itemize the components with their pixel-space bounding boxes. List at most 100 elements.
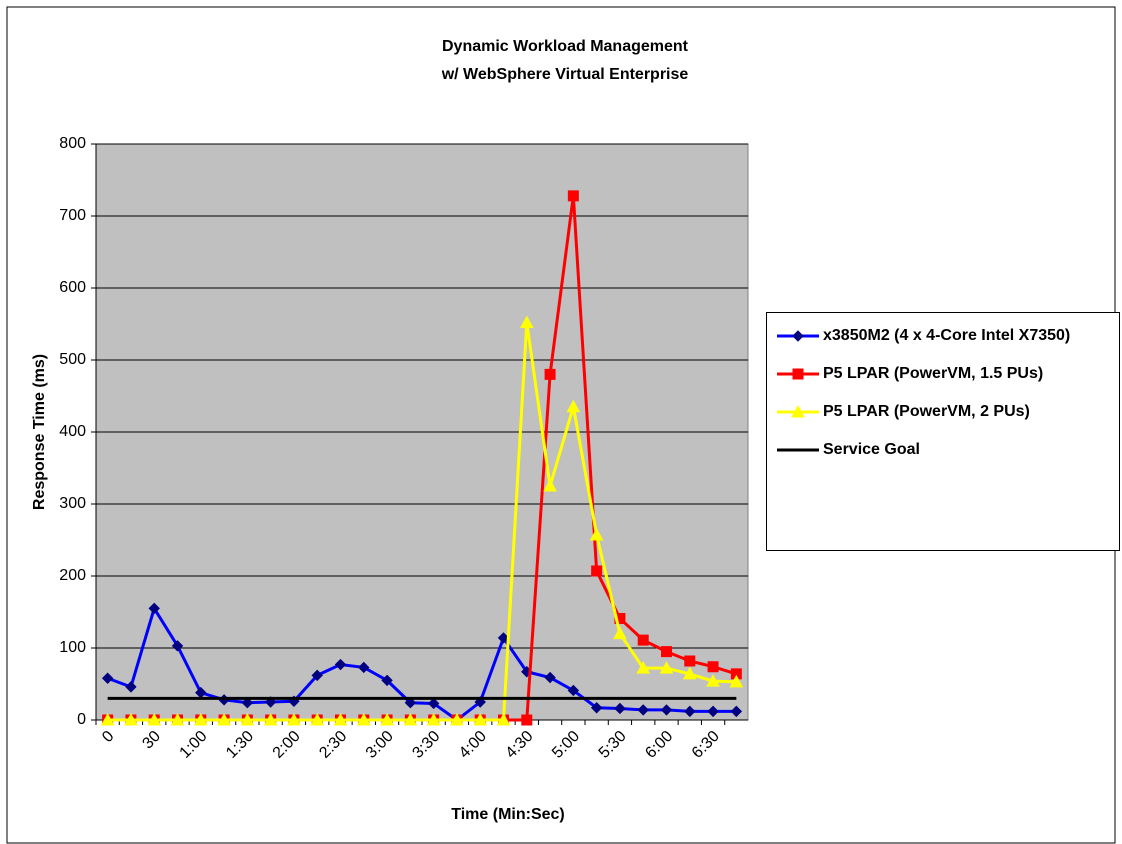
marker bbox=[241, 697, 254, 709]
marker bbox=[100, 712, 115, 726]
marker bbox=[590, 702, 603, 714]
x-tick-label: 5:30 bbox=[596, 728, 630, 762]
marker bbox=[333, 712, 348, 726]
marker bbox=[637, 704, 649, 716]
marker bbox=[729, 674, 744, 688]
marker bbox=[334, 658, 347, 671]
legend-item: Service Goal bbox=[773, 439, 1119, 461]
legend-item: x3850M2 (4 x 4-Core Intel X7350) bbox=[773, 325, 1119, 347]
legend-swatch bbox=[777, 448, 819, 452]
y-tick-label: 100 bbox=[59, 639, 86, 656]
marker bbox=[403, 712, 418, 726]
marker bbox=[497, 632, 510, 644]
marker bbox=[566, 399, 581, 413]
x-tick-label: 2:00 bbox=[270, 728, 304, 762]
marker bbox=[707, 661, 719, 673]
marker bbox=[707, 705, 719, 718]
x-axis-title: Time (Min:Sec) bbox=[451, 806, 565, 823]
marker bbox=[450, 712, 464, 726]
y-tick-label: 500 bbox=[59, 351, 86, 368]
marker bbox=[263, 712, 278, 726]
marker bbox=[496, 712, 511, 726]
y-tick-label: 400 bbox=[59, 423, 86, 440]
marker bbox=[682, 666, 697, 680]
marker bbox=[427, 697, 440, 710]
marker bbox=[101, 672, 114, 684]
marker bbox=[125, 681, 137, 693]
marker bbox=[792, 330, 804, 342]
marker bbox=[287, 712, 301, 726]
x-tick-label: 0 bbox=[99, 728, 117, 746]
marker bbox=[544, 368, 556, 380]
x-tick-label: 6:30 bbox=[689, 728, 723, 762]
marker bbox=[637, 634, 649, 646]
marker bbox=[473, 712, 488, 726]
marker bbox=[358, 661, 370, 674]
marker bbox=[661, 646, 672, 658]
marker bbox=[543, 478, 557, 492]
y-tick-label: 800 bbox=[59, 135, 86, 152]
series-line bbox=[107, 604, 737, 722]
marker bbox=[591, 565, 603, 577]
legend-label: x3850M2 (4 x 4-Core Intel X7350) bbox=[823, 327, 1071, 344]
legend-swatch bbox=[777, 368, 819, 380]
legend-swatch bbox=[777, 404, 819, 418]
legend-item: P5 LPAR (PowerVM, 2 PUs) bbox=[773, 401, 1119, 423]
marker bbox=[521, 714, 533, 726]
legend-swatch bbox=[777, 330, 819, 342]
y-tick-label: 0 bbox=[77, 711, 86, 728]
marker bbox=[426, 712, 441, 726]
marker bbox=[730, 668, 742, 680]
marker bbox=[310, 712, 325, 726]
chart-title: w/ WebSphere Virtual Enterprise bbox=[441, 66, 689, 83]
y-tick-label: 600 bbox=[59, 279, 86, 296]
marker bbox=[684, 655, 696, 667]
series-line bbox=[107, 322, 737, 722]
marker bbox=[147, 712, 162, 726]
marker bbox=[171, 640, 184, 652]
marker bbox=[791, 404, 805, 418]
legend-label: P5 LPAR (PowerVM, 2 PUs) bbox=[823, 403, 1030, 420]
marker bbox=[730, 705, 743, 718]
marker bbox=[381, 674, 393, 687]
x-tick-label: 4:30 bbox=[503, 728, 537, 762]
marker bbox=[519, 315, 534, 329]
marker bbox=[170, 712, 185, 726]
marker bbox=[659, 661, 674, 674]
marker bbox=[544, 671, 556, 684]
chart-title: Dynamic Workload Management bbox=[442, 38, 689, 55]
y-tick-label: 700 bbox=[59, 207, 86, 224]
marker bbox=[706, 674, 720, 687]
marker bbox=[567, 684, 580, 697]
x-tick-label: 1:30 bbox=[223, 728, 257, 762]
marker bbox=[589, 527, 604, 541]
marker bbox=[660, 704, 673, 716]
marker bbox=[217, 712, 231, 726]
marker bbox=[311, 669, 323, 682]
marker bbox=[684, 705, 696, 718]
marker bbox=[356, 712, 371, 726]
marker bbox=[193, 712, 208, 726]
legend-item: P5 LPAR (PowerVM, 1.5 PUs) bbox=[773, 363, 1119, 385]
marker bbox=[380, 712, 394, 726]
marker bbox=[614, 702, 626, 715]
x-tick-label: 1:00 bbox=[177, 728, 211, 762]
marker bbox=[567, 190, 579, 202]
x-tick-label: 5:00 bbox=[549, 728, 583, 762]
marker bbox=[148, 602, 160, 615]
legend: x3850M2 (4 x 4-Core Intel X7350) P5 LPAR … bbox=[766, 312, 1120, 551]
y-tick-label: 200 bbox=[59, 567, 86, 584]
x-tick-label: 30 bbox=[139, 728, 164, 753]
legend-label: Service Goal bbox=[823, 441, 920, 458]
x-tick-label: 3:00 bbox=[363, 728, 397, 762]
marker bbox=[404, 697, 417, 709]
y-tick-label: 300 bbox=[59, 495, 86, 512]
x-tick-label: 4:00 bbox=[456, 728, 490, 762]
legend-label: P5 LPAR (PowerVM, 1.5 PUs) bbox=[823, 365, 1044, 382]
marker bbox=[636, 661, 651, 674]
x-tick-label: 3:30 bbox=[409, 728, 443, 762]
marker bbox=[240, 712, 255, 726]
marker bbox=[124, 712, 138, 726]
